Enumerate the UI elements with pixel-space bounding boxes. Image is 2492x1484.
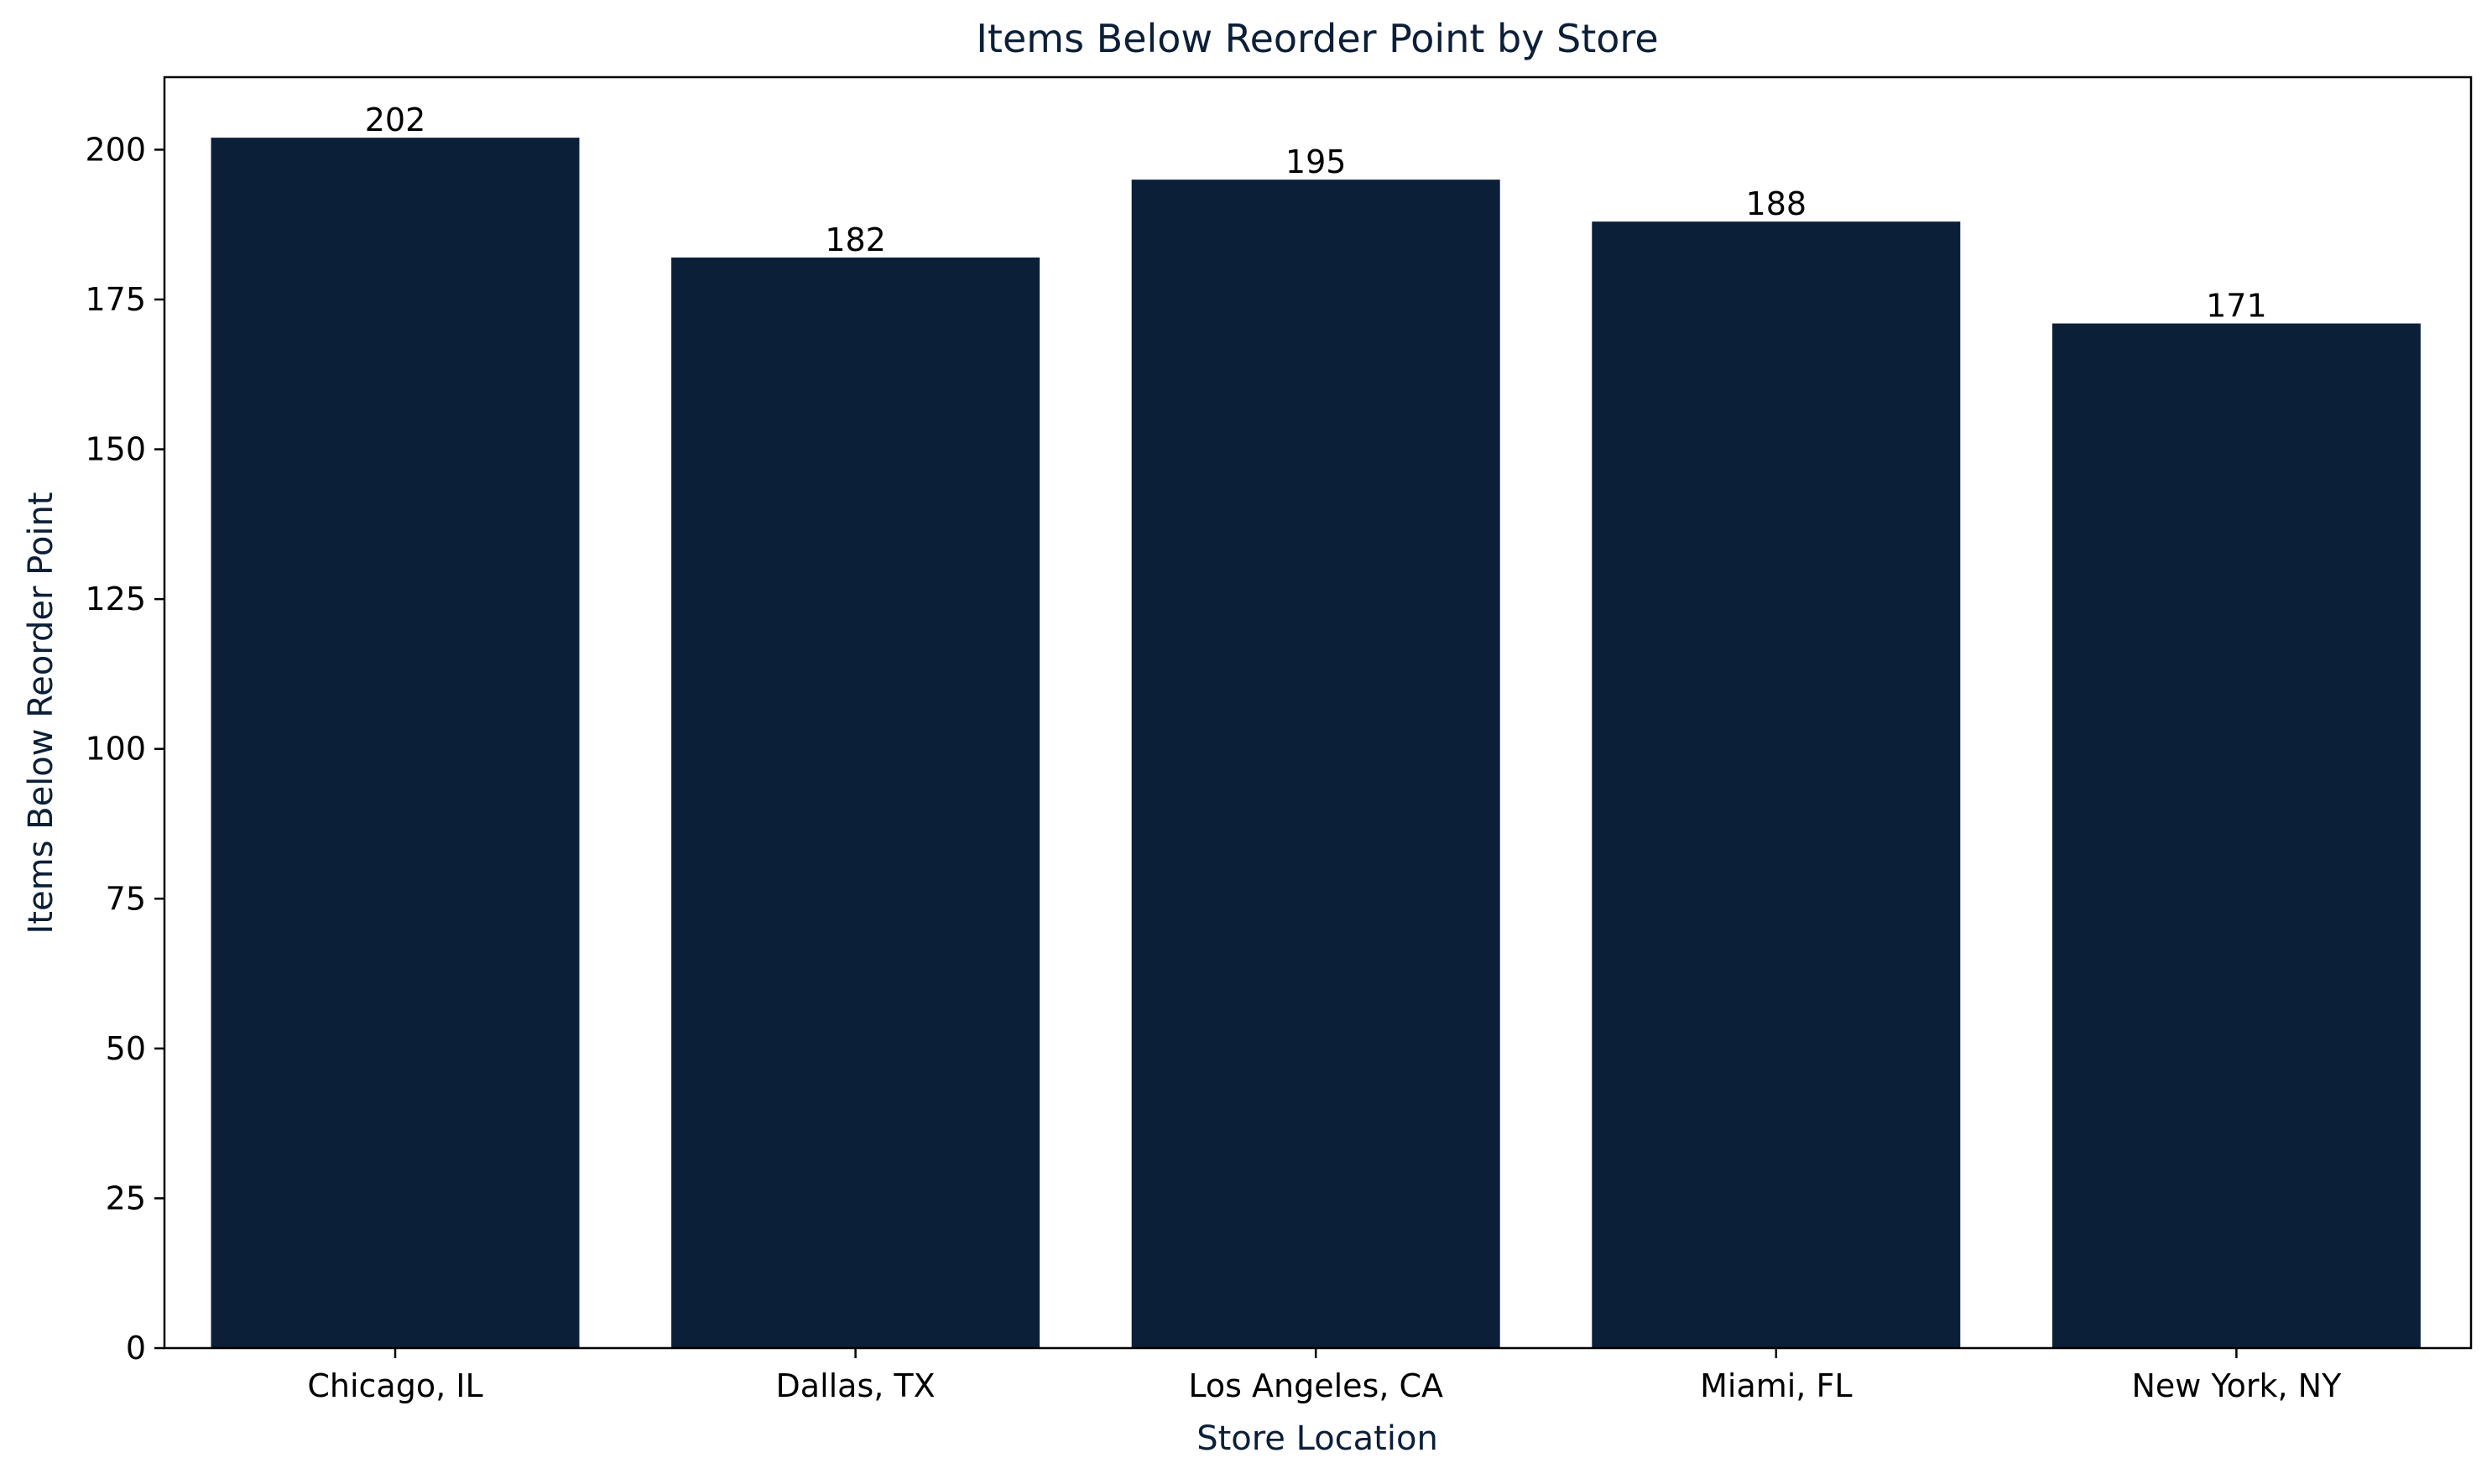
y-tick-label-6: 150 <box>85 431 146 468</box>
x-tick-label-0: Chicago, IL <box>307 1367 482 1404</box>
y-tick-label-8: 200 <box>85 131 146 168</box>
bar-value-label-3: 188 <box>1746 185 1807 222</box>
x-tick-label-2: Los Angeles, CA <box>1188 1367 1443 1404</box>
x-ticks-layer: Chicago, IL Dallas, TX Los Angeles, CA Miam… <box>307 1348 2342 1404</box>
y-tick-label-7: 175 <box>85 281 146 318</box>
bar-value-label-0: 202 <box>365 102 426 138</box>
bars-layer <box>211 138 2421 1349</box>
value-labels-layer: 202 182 195 188 171 <box>365 102 2267 324</box>
bar-3 <box>1592 221 1961 1349</box>
bar-4 <box>2051 323 2421 1349</box>
x-axis-label: Store Location <box>1196 1419 1438 1458</box>
y-tick-label-5: 125 <box>85 581 146 617</box>
y-axis-label: Items Below Reorder Point <box>22 492 60 935</box>
bar-value-label-4: 171 <box>2206 288 2267 325</box>
chart-title: Items Below Reorder Point by Store <box>976 16 1658 61</box>
plot-frame <box>163 76 2473 1350</box>
x-tick-label-3: Miami, FL <box>1700 1367 1852 1404</box>
y-tick-label-0: 0 <box>126 1330 146 1367</box>
y-tick-label-4: 100 <box>85 731 146 768</box>
bar-value-label-2: 195 <box>1285 143 1347 180</box>
x-tick-label-4: New York, NY <box>2131 1367 2342 1404</box>
bar-2 <box>1131 180 1500 1349</box>
y-tick-label-1: 25 <box>106 1179 146 1216</box>
bar-1 <box>671 258 1040 1348</box>
y-tick-label-3: 75 <box>106 880 146 917</box>
bar-value-label-1: 182 <box>825 221 886 258</box>
bar-0 <box>211 138 580 1349</box>
y-tick-label-2: 50 <box>106 1030 146 1067</box>
x-tick-label-1: Dallas, TX <box>776 1367 936 1404</box>
y-ticks-layer: 0 25 50 75 100 125 150 175 200 <box>85 131 164 1367</box>
